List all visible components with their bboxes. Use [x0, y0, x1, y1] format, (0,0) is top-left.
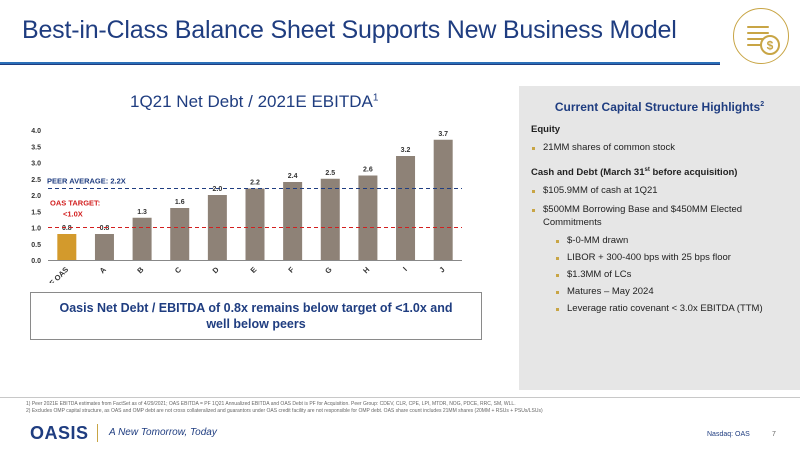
y-tick-label: 4.0 [31, 128, 41, 135]
x-tick-label: F [286, 265, 296, 275]
data-label: 1.6 [175, 199, 185, 206]
title-divider [0, 62, 720, 64]
oasis-logo: OASIS [30, 423, 89, 443]
net-debt-bar-chart: 0.0 0.5 1.0 1.5 2.0 2.5 3.0 3.5 4.0 0.8 0.8 1.3 1.6 2… [31, 128, 462, 283]
capital-structure-panel: Current Capital Structure Highlights2 Eq… [519, 86, 800, 390]
footnote-2: 2) Excludes OMP capital structure, as OA… [26, 408, 543, 415]
sub-item: Leverage ratio covenant < 3.0x EBITDA (T… [531, 303, 793, 314]
cash-item: $105.9MM of cash at 1Q21 [531, 185, 793, 198]
x-tick-label: C [173, 265, 184, 276]
y-tick-label: 1.5 [31, 209, 41, 216]
equity-heading: Equity [531, 124, 561, 135]
data-label: 2.5 [325, 170, 335, 177]
oas-target-label: <1.0X [63, 210, 83, 219]
page-number: 7 [772, 431, 776, 438]
y-tick-label: 1.0 [31, 226, 41, 233]
data-label: 0.8 [100, 225, 110, 232]
y-tick-label: 0.5 [31, 242, 41, 249]
x-tick-label: B [135, 265, 146, 276]
chart-title: 1Q21 Net Debt / 2021E EBITDA1 [130, 92, 379, 111]
panel-title: Current Capital Structure Highlights2 [554, 100, 765, 114]
x-tick-label: H [361, 265, 371, 275]
cash-debt-heading: Cash and Debt (March 31st before acquisi… [531, 166, 738, 178]
y-tick-label: 2.5 [31, 177, 41, 184]
x-tick-label: E [249, 265, 259, 275]
svg-text:$: $ [767, 39, 774, 53]
y-tick-label: 3.0 [31, 161, 41, 168]
bar [396, 156, 416, 260]
title-divider-dark [0, 64, 720, 65]
ticker-label: Nasdaq: OAS [707, 431, 750, 438]
sub-item: LIBOR + 300-400 bps with 25 bps floor [531, 252, 793, 263]
peer-average-label: PEER AVERAGE: 2.2X [47, 177, 126, 186]
data-label: 0.8 [62, 225, 72, 232]
oas-target-label: OAS TARGET: [50, 199, 100, 208]
bar [132, 217, 152, 260]
x-tick-label: A [98, 265, 109, 276]
y-tick-label: 0.0 [31, 258, 41, 265]
bar [358, 175, 378, 260]
bar [94, 234, 114, 260]
x-tick-label: I [401, 265, 409, 273]
sub-item: Matures – May 2024 [531, 286, 793, 297]
data-label: 1.3 [137, 209, 147, 216]
footnotes: 1) Peer 2021E EBITDA estimates from Fact… [26, 401, 746, 416]
data-label: 2.6 [363, 167, 373, 174]
bar [283, 182, 303, 260]
bar [320, 178, 340, 260]
callout-box: Oasis Net Debt / EBITDA of 0.8x remains … [30, 292, 482, 340]
bar [170, 208, 190, 260]
data-label: 2.4 [288, 173, 298, 180]
footnote-1: 1) Peer 2021E EBITDA estimates from Fact… [26, 401, 516, 407]
x-tick-label: J [437, 265, 446, 274]
dollar-coin-stack-icon: $ [733, 8, 789, 64]
sub-item: $1.3MM of LCs [531, 269, 793, 280]
tagline: A New Tomorrow, Today [109, 427, 217, 438]
logo-divider [97, 424, 98, 442]
y-tick-label: 2.0 [31, 193, 41, 200]
x-tick-label: G [323, 265, 334, 276]
sub-item: $-0-MM drawn [531, 235, 793, 246]
equity-item: 21MM shares of common stock [531, 142, 793, 155]
x-tick-label: D [211, 265, 222, 276]
slide-title: Best-in-Class Balance Sheet Supports New… [22, 16, 677, 44]
data-label: 2.2 [250, 180, 260, 187]
cash-item: $500MM Borrowing Base and $450MM Elected… [531, 204, 793, 230]
x-tick-label: PF OAS [44, 265, 70, 283]
y-tick-label: 3.5 [31, 144, 41, 151]
bar [57, 234, 77, 260]
footnote-divider [0, 397, 800, 398]
data-label: 3.2 [401, 147, 411, 154]
bar [433, 139, 453, 260]
panel-body: Equity 21MM shares of common stock Cash … [531, 124, 793, 320]
data-label: 3.7 [438, 131, 448, 138]
data-label: 2.0 [212, 186, 222, 193]
bar [245, 188, 265, 260]
